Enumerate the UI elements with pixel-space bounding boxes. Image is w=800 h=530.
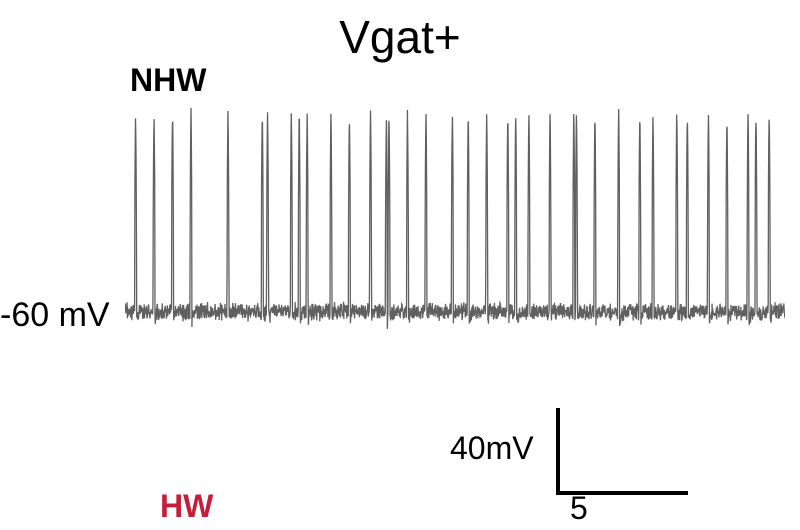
- scale-bar-svg: [555, 405, 695, 500]
- scale-vertical-label: 40mV: [450, 430, 534, 467]
- spike-trace: [125, 108, 785, 329]
- trace-plot-nhw: [125, 100, 785, 345]
- condition-label-nhw: NHW: [130, 62, 206, 99]
- scale-bar-path: [558, 408, 688, 493]
- condition-label-hw: HW: [160, 488, 213, 525]
- baseline-voltage-label: -60 mV: [0, 296, 110, 335]
- figure-title: Vgat+: [339, 10, 461, 64]
- trace-svg: [125, 100, 785, 345]
- scale-bar: [555, 405, 695, 500]
- scale-horizontal-label: 5: [570, 490, 588, 527]
